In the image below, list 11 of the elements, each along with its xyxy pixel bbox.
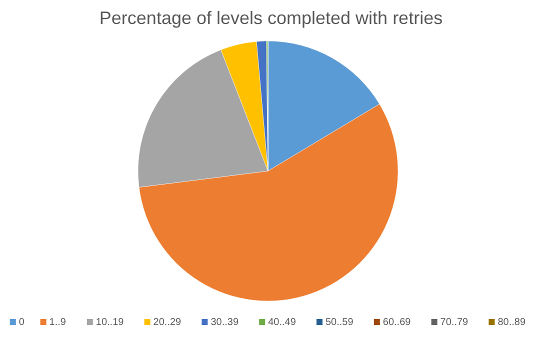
legend-label: 1..9 [49,317,66,328]
legend-label: 10..19 [96,317,124,328]
legend-label: 70..79 [440,317,469,328]
legend-label: 50..59 [326,317,354,328]
chart-title: Percentage of levels completed with retries [99,8,443,28]
legend-label: 20..29 [153,317,182,328]
legend-label: 60..69 [382,317,412,328]
legend-label: 40..49 [268,317,296,328]
legend-label: 80..89 [498,317,526,328]
legend-label: 30..39 [210,317,239,328]
legend-label: 0 [18,317,25,328]
